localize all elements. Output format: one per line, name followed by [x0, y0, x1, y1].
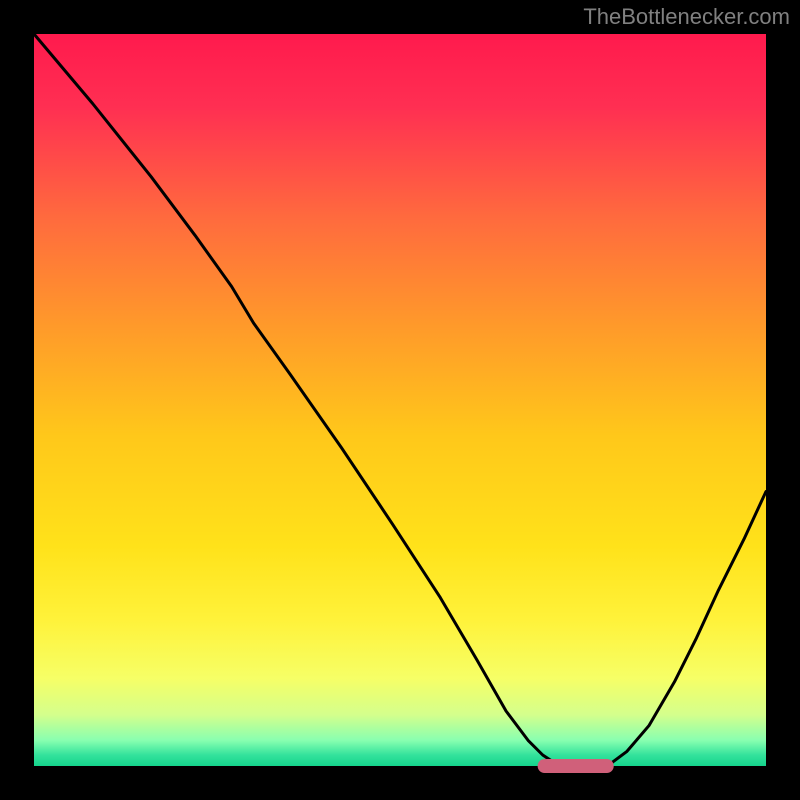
bottleneck-chart: [0, 0, 800, 800]
optimal-range-marker: [538, 759, 614, 773]
plot-background: [34, 34, 766, 766]
watermark-text: TheBottlenecker.com: [583, 4, 790, 30]
chart-container: TheBottlenecker.com: [0, 0, 800, 800]
